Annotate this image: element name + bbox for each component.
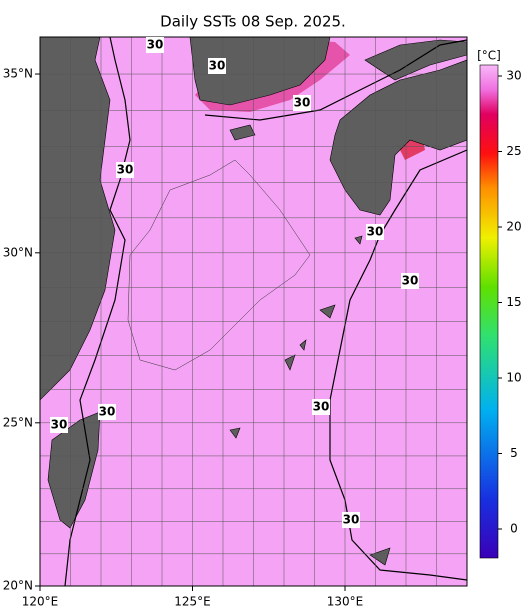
contour-label: 30 (99, 405, 116, 419)
contour-label-box (366, 224, 384, 240)
land-korea (189, 37, 331, 106)
contour-label-box (293, 95, 311, 111)
lat-tick-label: 25°N (3, 415, 33, 429)
contour-label-box (401, 273, 419, 289)
contour-label: 30 (313, 400, 330, 414)
contour-30 (204, 39, 467, 121)
colorbar-tick-label: 25 (506, 144, 521, 158)
colorbar-unit: [°C] (477, 49, 501, 63)
contour-label-box (342, 512, 360, 528)
contour-label: 30 (367, 225, 384, 239)
land-japan (329, 59, 467, 216)
contour-label: 30 (402, 274, 419, 288)
colorbar-tick-label: 20 (506, 220, 521, 234)
lon-tick-label: 120°E (22, 595, 59, 609)
contour-label: 30 (147, 38, 164, 52)
colorbar-tick-label: 15 (506, 295, 521, 309)
lon-tick-label: 125°E (174, 595, 211, 609)
contour-label-box (98, 404, 116, 420)
map-title: Daily SSTs 08 Sep. 2025. (160, 13, 346, 31)
contour-label: 30 (294, 96, 311, 110)
contour-label: 30 (117, 163, 134, 177)
contour-label-box (50, 417, 68, 433)
lon-tick-label: 130°E (327, 595, 364, 609)
land-islands (229, 235, 391, 566)
colorbar-tick-label: 30 (506, 69, 521, 83)
colorbar-tick-label: 0 (510, 522, 518, 536)
contour-label: 30 (343, 513, 360, 527)
lat-tick-label: 30°N (3, 245, 33, 259)
contour-label-box (208, 58, 226, 74)
lat-tick-label: 20°N (3, 579, 33, 593)
colorbar (479, 64, 499, 559)
map-frame (39, 36, 468, 587)
contour-label-box (146, 37, 164, 53)
contour-label: 30 (51, 418, 68, 432)
colorbar-tick-label: 5 (510, 446, 518, 460)
contour-label: 30 (209, 59, 226, 73)
land-jeju (229, 124, 256, 141)
contour-label-box (116, 162, 134, 178)
isotherm (127, 159, 311, 371)
map-area (40, 37, 467, 586)
colorbar-tick-label: 10 (506, 371, 521, 385)
contour-label-box (312, 399, 330, 415)
land-china (40, 37, 116, 401)
contour-30 (64, 37, 131, 586)
lat-tick-label: 35°N (3, 67, 33, 81)
